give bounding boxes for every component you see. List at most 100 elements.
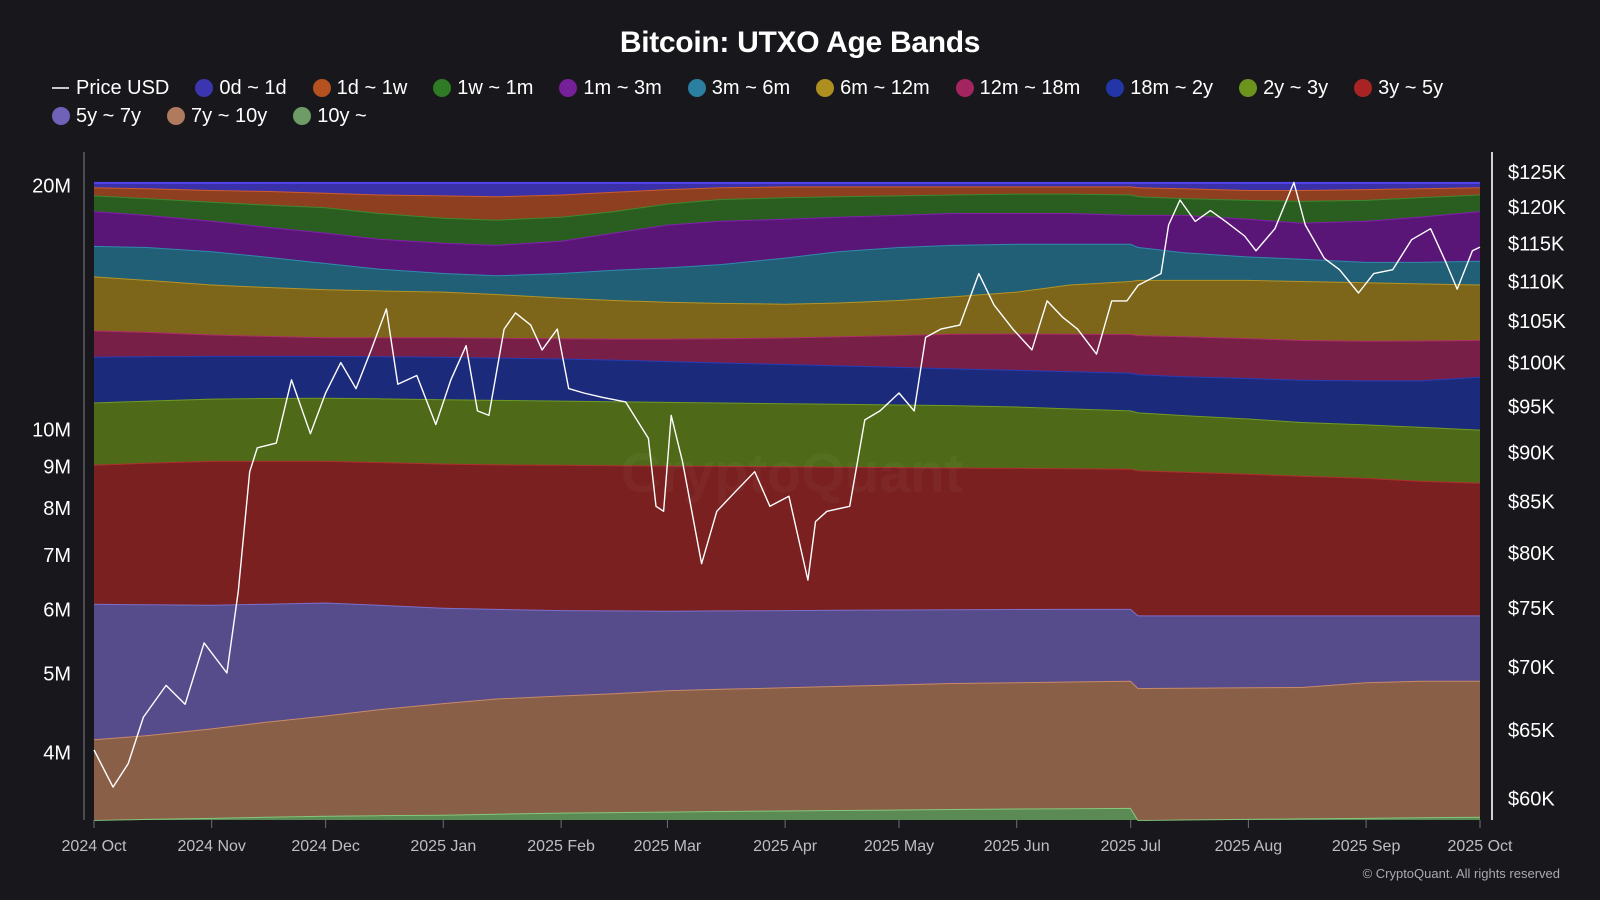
right-tick-label: $70K xyxy=(1508,657,1555,679)
legend-label: 5y ~ 7y xyxy=(76,104,142,127)
band-area[interactable] xyxy=(94,602,1480,740)
x-tick-label: 2025 Jun xyxy=(984,838,1050,855)
legend-swatch xyxy=(816,79,835,97)
x-tick-label: 2025 Aug xyxy=(1215,838,1283,855)
legend-item[interactable]: Price USD xyxy=(52,76,169,100)
legend-swatch xyxy=(559,79,578,97)
band-area[interactable] xyxy=(94,182,1480,197)
band-area[interactable] xyxy=(94,460,1480,616)
x-tick-label: 2024 Oct xyxy=(62,838,127,855)
legend-swatch xyxy=(1239,79,1258,97)
price-line[interactable] xyxy=(93,181,1481,788)
right-tick-label: $95K xyxy=(1508,396,1555,418)
legend-label: 18m ~ 2y xyxy=(1130,76,1214,99)
legend-swatch xyxy=(52,107,70,125)
legend-item[interactable]: 3y ~ 5y xyxy=(1354,76,1443,100)
copyright-text: © CryptoQuant. All rights reserved xyxy=(1363,866,1560,881)
legend-item[interactable]: 2y ~ 3y xyxy=(1239,76,1328,100)
legend-label: 12m ~ 18m xyxy=(979,76,1081,99)
right-tick-label: $85K xyxy=(1508,491,1555,513)
legend-label: 1m ~ 3m xyxy=(583,76,662,99)
age-bands xyxy=(93,181,1481,822)
x-tick-label: 2025 Jan xyxy=(410,838,476,855)
legend-swatch xyxy=(687,79,706,97)
right-tick-label: $75K xyxy=(1508,598,1555,620)
x-tick-label: 2025 Jul xyxy=(1100,838,1161,855)
legend-item[interactable]: 1d ~ 1w xyxy=(312,76,408,100)
band-area[interactable] xyxy=(94,330,1480,381)
chart-legend: Price USD 0d ~ 1d 1d ~ 1w 1w ~ 1m 1m ~ 3m 3m … xyxy=(52,76,1552,128)
legend-item[interactable]: 1w ~ 1m xyxy=(433,76,533,100)
right-tick-label: $90K xyxy=(1508,443,1555,465)
x-axis-ticks: 2024 Oct 2024 Nov 2024 Dec 2025 Jan 2025 Feb… xyxy=(62,820,1513,855)
legend-label: 3y ~ 5y xyxy=(1378,76,1444,99)
x-tick-label: 2025 May xyxy=(864,838,934,855)
band-area[interactable] xyxy=(94,807,1480,820)
left-axis-ticks: 4M 5M 6M 7M 8M 9M 10M 20M xyxy=(32,176,71,765)
legend-label: 10y ~ xyxy=(317,104,367,127)
legend-label: 3m ~ 6m xyxy=(711,76,791,99)
x-tick-label: 2025 Feb xyxy=(527,838,595,855)
legend-item[interactable]: 10y ~ xyxy=(293,104,367,128)
band-area[interactable] xyxy=(94,243,1480,304)
right-tick-label: $125K xyxy=(1508,162,1566,184)
legend-item[interactable]: 12m ~ 18m xyxy=(955,76,1081,100)
right-tick-label: $120K xyxy=(1508,197,1566,219)
left-tick-label: 6M xyxy=(43,600,71,622)
legend-line-marker xyxy=(52,87,69,89)
legend-swatch xyxy=(1106,79,1125,97)
left-tick-label: 7M xyxy=(43,545,71,567)
legend-swatch xyxy=(195,79,214,97)
band-top-edge xyxy=(93,354,1481,382)
legend-label: 1d ~ 1w xyxy=(336,76,408,99)
x-tick-label: 2024 Dec xyxy=(291,838,360,855)
price-line-group xyxy=(93,181,1481,788)
legend-swatch xyxy=(1354,79,1373,97)
x-tick-label: 2025 Sep xyxy=(1332,838,1401,855)
x-tick-label: 2025 Mar xyxy=(634,838,702,855)
legend-label: 2y ~ 3y xyxy=(1263,76,1329,99)
right-tick-label: $115K xyxy=(1508,233,1565,255)
legend-swatch xyxy=(167,107,186,125)
legend-item[interactable]: 5y ~ 7y xyxy=(52,104,141,128)
chart-title: Bitcoin: UTXO Age Bands xyxy=(619,26,981,59)
left-tick-label: 4M xyxy=(43,742,71,764)
legend-swatch xyxy=(293,107,312,125)
right-axis-ticks: $60K $65K $70K $75K $80K $85K $90K $95K $100K $10… xyxy=(1508,162,1566,810)
x-tick-label: 2025 Apr xyxy=(753,838,818,855)
legend-swatch xyxy=(312,79,331,97)
left-tick-label: 8M xyxy=(43,498,71,520)
legend-item[interactable]: 1m ~ 3m xyxy=(559,76,662,100)
legend-label: 1w ~ 1m xyxy=(457,76,534,99)
right-tick-label: $105K xyxy=(1508,311,1566,333)
x-tick-label: 2025 Oct xyxy=(1448,838,1513,855)
left-tick-label: 10M xyxy=(32,420,71,442)
left-tick-label: 5M xyxy=(43,664,71,686)
legend-item[interactable]: 3m ~ 6m xyxy=(687,76,791,100)
x-tick-label: 2024 Nov xyxy=(177,838,246,855)
band-area[interactable] xyxy=(94,397,1480,483)
band-area[interactable] xyxy=(94,680,1480,820)
legend-label: 6m ~ 12m xyxy=(840,76,930,99)
legend-label: 7y ~ 10y xyxy=(191,104,268,127)
right-tick-label: $80K xyxy=(1508,543,1555,565)
legend-swatch xyxy=(433,79,452,97)
band-area[interactable] xyxy=(94,193,1480,245)
band-area[interactable] xyxy=(94,186,1480,220)
right-tick-label: $60K xyxy=(1508,788,1555,810)
legend-item[interactable]: 18m ~ 2y xyxy=(1106,76,1213,100)
legend-item[interactable]: 0d ~ 1d xyxy=(195,76,287,100)
left-tick-label: 20M xyxy=(32,176,71,198)
right-tick-label: $100K xyxy=(1508,353,1566,375)
legend-item[interactable]: 7y ~ 10y xyxy=(167,104,267,128)
right-tick-label: $110K xyxy=(1508,271,1565,293)
legend-swatch xyxy=(955,79,974,97)
left-tick-label: 9M xyxy=(43,457,71,479)
right-tick-label: $65K xyxy=(1508,720,1555,742)
watermark: CryptoQuant xyxy=(621,441,963,504)
band-top-edge xyxy=(93,396,1481,431)
legend-item[interactable]: 6m ~ 12m xyxy=(816,76,930,100)
legend-label: Price USD xyxy=(76,76,170,99)
legend-label: 0d ~ 1d xyxy=(219,76,287,99)
band-area[interactable] xyxy=(94,211,1480,276)
